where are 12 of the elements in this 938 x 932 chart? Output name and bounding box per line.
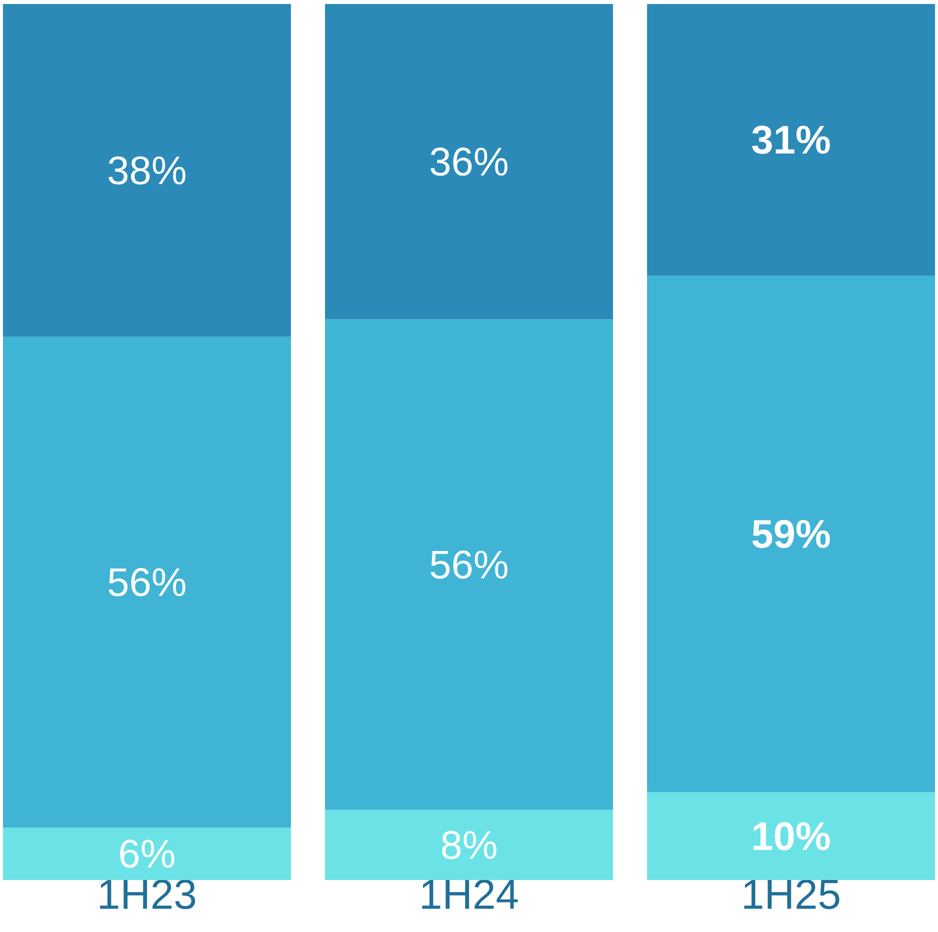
data-label: 10% xyxy=(754,822,830,850)
data-label: 56% xyxy=(108,568,186,596)
data-label: 36% xyxy=(430,148,508,176)
x-tick-label: 1H25 xyxy=(744,880,840,910)
data-label: 56% xyxy=(430,550,508,579)
data-label: 59% xyxy=(752,520,830,548)
data-label: 6% xyxy=(120,840,174,868)
data-label: 38% xyxy=(108,156,186,185)
data-label: 8% xyxy=(442,830,496,860)
data-label: 31% xyxy=(752,126,830,154)
x-tick-label: 1H23 xyxy=(100,880,196,910)
x-tick-label: 1H24 xyxy=(422,880,518,909)
